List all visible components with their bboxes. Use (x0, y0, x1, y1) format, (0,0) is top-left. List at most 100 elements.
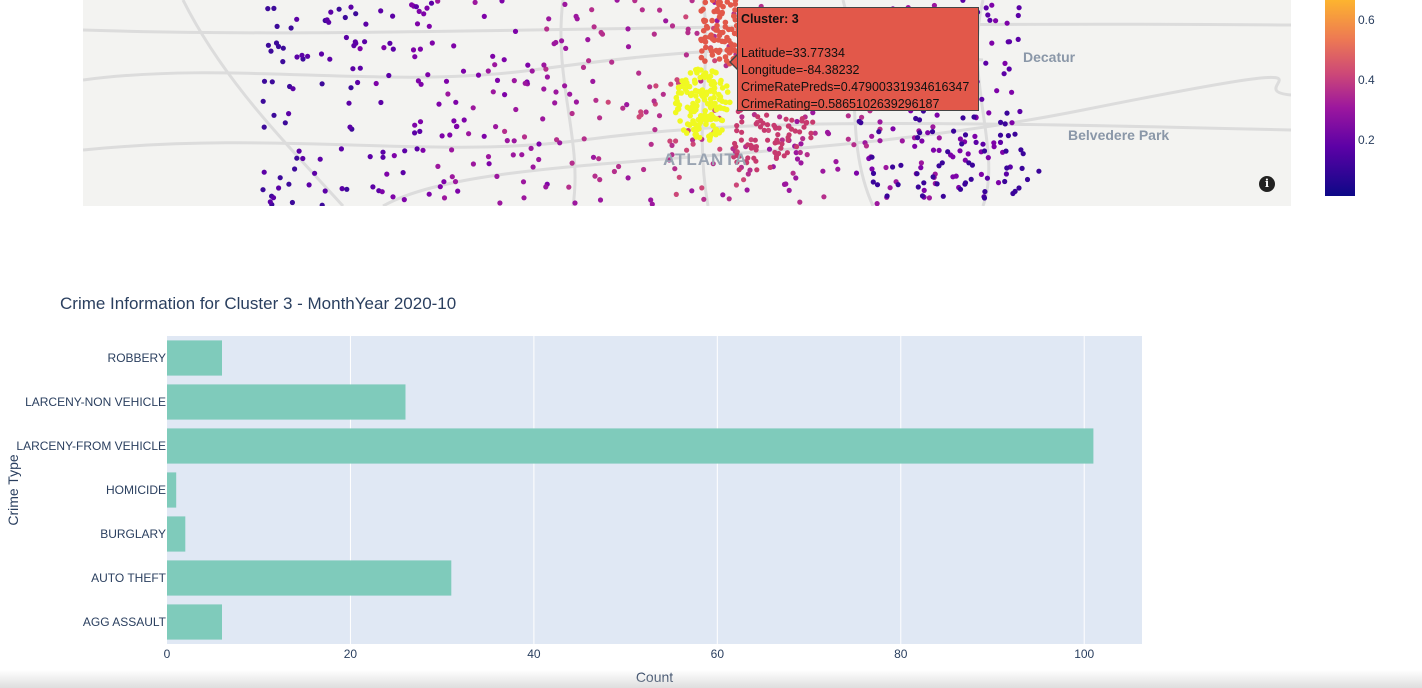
map-point[interactable] (689, 188, 695, 194)
map-point[interactable] (494, 77, 501, 83)
map-point[interactable] (914, 171, 920, 177)
map-point[interactable] (435, 0, 441, 4)
map-point[interactable] (739, 129, 745, 135)
map-point[interactable] (794, 156, 801, 162)
map-point[interactable] (721, 38, 728, 45)
map-point[interactable] (931, 2, 938, 9)
map-point[interactable] (786, 132, 792, 138)
map-point[interactable] (969, 162, 976, 168)
map-point[interactable] (981, 148, 988, 154)
map-point[interactable] (673, 191, 679, 197)
map-point[interactable] (441, 179, 447, 185)
map-point[interactable] (1015, 12, 1021, 19)
map-point[interactable] (625, 26, 631, 32)
map-point[interactable] (712, 100, 718, 107)
map-point[interactable] (925, 130, 931, 136)
map-point[interactable] (757, 124, 764, 130)
map-point[interactable] (724, 89, 731, 95)
map-point[interactable] (260, 187, 266, 193)
map-point[interactable] (425, 72, 431, 78)
map-point[interactable] (702, 108, 708, 114)
bar[interactable] (167, 428, 1094, 464)
map-point[interactable] (980, 141, 986, 147)
map-point[interactable] (569, 110, 575, 117)
map-point[interactable] (261, 78, 268, 84)
map-point[interactable] (979, 96, 985, 102)
map-point[interactable] (794, 144, 800, 150)
map-point[interactable] (605, 99, 611, 105)
map-point[interactable] (409, 2, 415, 8)
map-point[interactable] (452, 179, 459, 185)
map-point[interactable] (1016, 5, 1022, 11)
map-point[interactable] (915, 184, 921, 190)
map-point[interactable] (597, 115, 603, 121)
map-point[interactable] (676, 174, 682, 180)
map-point[interactable] (720, 3, 726, 10)
map-point[interactable] (362, 39, 368, 45)
map-point[interactable] (951, 128, 957, 134)
map-point[interactable] (261, 169, 267, 175)
map-point[interactable] (877, 138, 883, 144)
map-point[interactable] (810, 110, 816, 116)
map-point[interactable] (449, 174, 455, 180)
map-point[interactable] (597, 197, 604, 203)
map-point[interactable] (441, 195, 448, 201)
map-point[interactable] (566, 184, 572, 190)
map-point[interactable] (709, 36, 716, 42)
map-point[interactable] (373, 80, 379, 87)
map-point[interactable] (833, 159, 839, 165)
map-point[interactable] (567, 91, 573, 97)
map-point[interactable] (691, 108, 697, 115)
map-point[interactable] (663, 18, 669, 24)
map-point[interactable] (744, 160, 750, 166)
map-point[interactable] (512, 28, 519, 34)
map-point[interactable] (544, 26, 550, 32)
map-point[interactable] (519, 152, 525, 158)
map-point[interactable] (653, 83, 659, 89)
map-point[interactable] (536, 156, 542, 163)
map-point[interactable] (451, 118, 457, 124)
map-point[interactable] (877, 119, 883, 125)
map-point[interactable] (651, 31, 657, 37)
map-point[interactable] (529, 68, 535, 74)
map-point[interactable] (808, 130, 814, 136)
map-point[interactable] (853, 170, 860, 176)
map-point[interactable] (934, 181, 940, 187)
map-point[interactable] (511, 138, 517, 144)
map-point[interactable] (669, 152, 675, 158)
map-point[interactable] (447, 132, 453, 138)
map-point[interactable] (648, 141, 654, 147)
map-point[interactable] (793, 175, 799, 181)
map-point[interactable] (715, 0, 721, 6)
map-point[interactable] (726, 196, 732, 202)
map-point[interactable] (504, 138, 510, 144)
map-point[interactable] (890, 164, 896, 170)
map-point[interactable] (801, 124, 807, 130)
map-point[interactable] (701, 17, 707, 24)
map-point[interactable] (541, 62, 547, 68)
map-point[interactable] (936, 163, 942, 169)
map-point[interactable] (546, 16, 552, 22)
map-point[interactable] (636, 114, 642, 120)
map-point[interactable] (1004, 165, 1010, 171)
map-point[interactable] (771, 122, 777, 128)
map-point[interactable] (421, 11, 427, 17)
map-point[interactable] (731, 13, 737, 19)
map-point[interactable] (1002, 60, 1008, 66)
map-point[interactable] (835, 166, 841, 172)
map-point[interactable] (1017, 108, 1023, 115)
map-point[interactable] (968, 176, 974, 182)
map-point[interactable] (792, 128, 798, 134)
map-point[interactable] (986, 110, 992, 116)
map-point[interactable] (502, 92, 508, 98)
map-point[interactable] (540, 116, 546, 122)
map-point[interactable] (453, 99, 459, 105)
map-point[interactable] (981, 195, 988, 201)
map-point[interactable] (511, 78, 517, 84)
map-point[interactable] (962, 132, 969, 138)
map-point[interactable] (386, 72, 392, 79)
map-point[interactable] (270, 195, 277, 201)
map-point[interactable] (300, 155, 306, 162)
map-point[interactable] (378, 99, 384, 106)
map-point[interactable] (426, 191, 432, 197)
